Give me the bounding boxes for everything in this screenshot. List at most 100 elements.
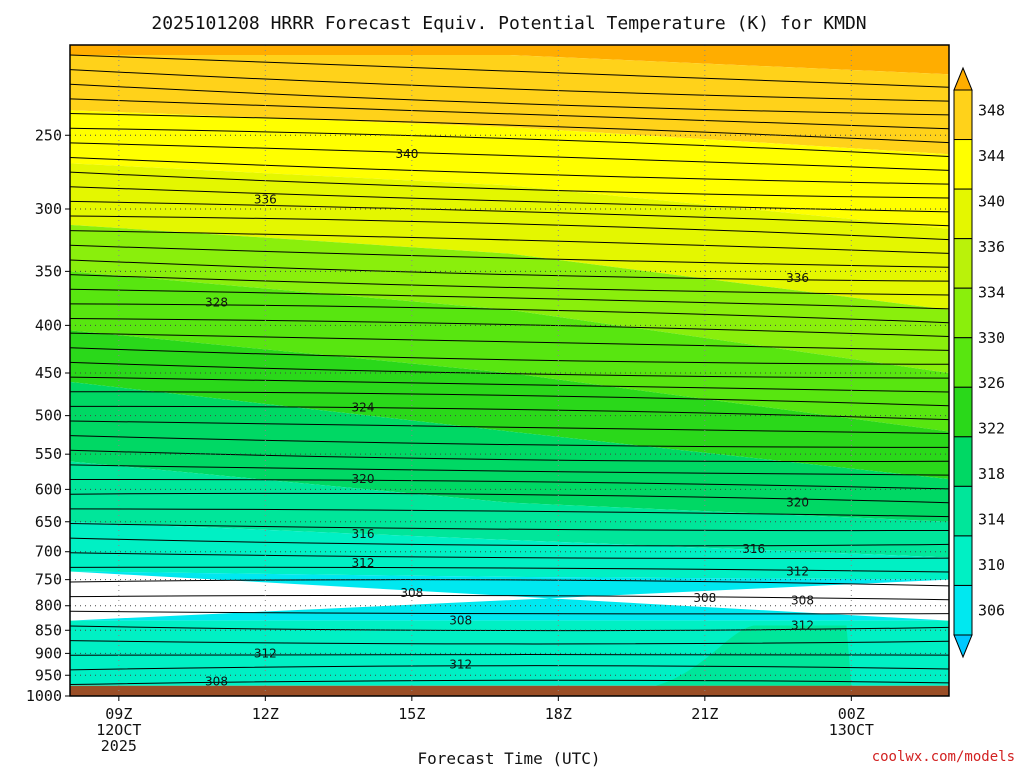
plot-overlay: 340 336 336 328 324 320 320 316 316 312 312 308 308 3…: [70, 45, 949, 697]
contour-label: 312: [254, 646, 277, 660]
contour-line: [70, 274, 949, 296]
contour-line: [70, 679, 949, 686]
colorbar-swatch: [953, 535, 973, 586]
contour-label: 312: [449, 657, 472, 671]
colorbar-label: 330: [978, 329, 1005, 347]
contour-line: [70, 113, 949, 144]
y-tick-label: 850: [35, 621, 62, 639]
field-band: [70, 461, 949, 558]
colorbar-label: 314: [978, 510, 1005, 528]
contour-line: [70, 391, 949, 407]
y-tick-label: 700: [35, 543, 62, 561]
x-tick-sublabel: 12OCT: [96, 721, 141, 739]
plot-frame: [69, 44, 950, 697]
contour-line: [70, 376, 949, 393]
contour-line: [70, 200, 949, 227]
contour-line: [70, 522, 949, 532]
colorbar-label: 348: [978, 102, 1005, 120]
contour-line: [70, 69, 949, 102]
contour-label: 320: [352, 472, 375, 486]
contour-label: 312: [791, 618, 814, 632]
y-tick-label: 250: [35, 126, 62, 144]
y-tick-label: 950: [35, 666, 62, 684]
contour-line: [70, 303, 949, 324]
x-axis-title: Forecast Time (UTC): [417, 749, 600, 768]
y-tick-label: 500: [35, 407, 62, 425]
contour-label: 328: [205, 295, 228, 309]
colorbar-label: 334: [978, 283, 1005, 301]
y-tick-label: 800: [35, 597, 62, 615]
contour-label: 312: [352, 556, 375, 570]
colorbar-top-arrow: [953, 66, 973, 91]
contour-label: 340: [395, 147, 418, 161]
contour-label: 308: [449, 614, 472, 628]
colorbar-swatch: [953, 584, 973, 636]
contour-label: 316: [352, 527, 375, 541]
contour-line: [70, 171, 949, 199]
contour-label: 308: [400, 586, 423, 600]
watermark: coolwx.com/models: [872, 749, 1015, 765]
contour-line: [70, 435, 949, 448]
contour-line: [70, 318, 949, 338]
x-tick-label: 09Z: [105, 705, 132, 723]
contour-line: [70, 230, 949, 254]
x-tick-sublabel: 2025: [101, 737, 137, 755]
y-tick-label: 400: [35, 316, 62, 334]
x-tick-label: 00Z: [838, 705, 865, 723]
field-band: [70, 224, 949, 374]
contour-line: [70, 288, 949, 310]
colorbar-label: 322: [978, 420, 1005, 438]
field-band: [70, 521, 949, 580]
contour-label: 336: [254, 192, 277, 206]
contour-line: [70, 449, 949, 463]
colorbar-swatch: [953, 89, 973, 141]
contour-line: [70, 127, 949, 157]
y-tick-label: 300: [35, 200, 62, 218]
y-tick-label: 450: [35, 364, 62, 382]
field-band: [70, 330, 949, 480]
colorbar-label: 340: [978, 193, 1005, 211]
contour-line: [70, 186, 949, 213]
contour-line: [70, 537, 949, 547]
y-tick-label: 900: [35, 644, 62, 662]
contour-line: [70, 464, 949, 476]
y-tick-label: 1000: [26, 687, 62, 705]
colorbar-swatch: [953, 287, 973, 339]
contour-line: [70, 361, 949, 379]
contour-line: [70, 244, 949, 268]
contour-line: [70, 492, 949, 504]
contour-label: 336: [786, 271, 809, 285]
contour-line: [70, 347, 949, 365]
colorbar-swatch: [953, 238, 973, 289]
colorbar-swatch: [953, 337, 973, 388]
colorbar-label: 318: [978, 465, 1005, 483]
contour-label: 316: [742, 542, 765, 556]
ground-fill: [70, 685, 949, 696]
x-tick-label: 12Z: [252, 705, 279, 723]
y-tick-label: 550: [35, 445, 62, 463]
y-tick-label: 350: [35, 262, 62, 280]
contour-line: [70, 594, 949, 601]
y-tick-label: 750: [35, 571, 62, 589]
contour-line: [70, 215, 949, 241]
contour-line: [70, 54, 949, 88]
contour-label: 308: [693, 591, 716, 605]
colorbar-label: 326: [978, 374, 1005, 392]
x-tick-label: 21Z: [691, 705, 718, 723]
contour-line: [70, 405, 949, 421]
contour-line: [70, 640, 949, 645]
x-tick-label: 18Z: [545, 705, 572, 723]
contour-line: [70, 552, 949, 559]
contour-line: [70, 579, 949, 587]
contour-label: 320: [786, 496, 809, 510]
colorbar-label: 306: [978, 601, 1005, 619]
contour-line: [70, 259, 949, 282]
contour-line: [70, 665, 949, 671]
y-tick-label: 600: [35, 480, 62, 498]
colorbar: 348 344 340 336 334 330 326 322 318 314 310 306: [953, 66, 1005, 659]
y-tick-label: 650: [35, 513, 62, 531]
contour-line: [70, 156, 949, 185]
contour-line: [70, 654, 949, 656]
